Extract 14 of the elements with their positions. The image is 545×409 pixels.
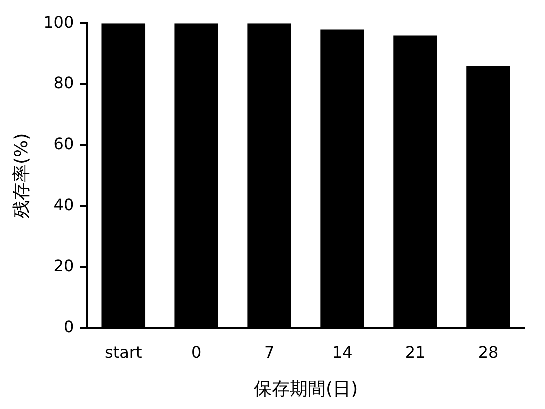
x-tick-label: start: [104, 342, 142, 362]
y-tick-label: 100: [44, 12, 74, 32]
x-tick-label: 14: [332, 342, 353, 362]
y-tick-label: 60: [54, 134, 74, 154]
x-tick-label: 7: [264, 342, 275, 362]
x-axis-title: 保存期間(日): [254, 378, 358, 400]
x-tick-label: 21: [405, 342, 426, 362]
x-tick-label: 28: [478, 342, 499, 362]
x-tick-label: 0: [192, 342, 202, 362]
y-tick-label: 80: [54, 74, 74, 93]
y-tick-label: 20: [54, 256, 74, 276]
y-tick-label: 0: [64, 317, 74, 336]
y-tick-label: 40: [54, 196, 74, 215]
y-axis-title: 残存率(%): [11, 133, 32, 218]
